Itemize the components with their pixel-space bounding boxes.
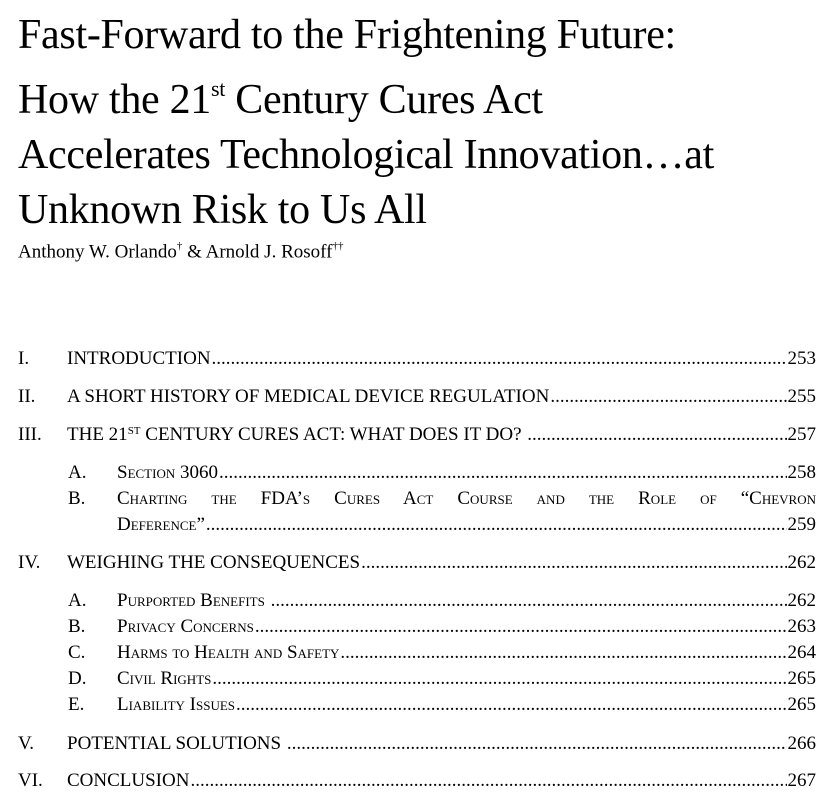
toc-page-number: 267 (787, 770, 817, 791)
toc-entry-section-3060[interactable]: A. Section 3060 258 (68, 461, 816, 485)
toc-label: Harms to Health and Safety (117, 642, 340, 663)
toc-number: A. (68, 462, 87, 483)
toc-label: Civil Rights (117, 668, 212, 689)
title-line-3: Accelerates Technological Innovation…at (18, 132, 714, 178)
toc-label: INTRODUCTION (67, 348, 211, 369)
toc-number: I. (18, 348, 30, 369)
toc-entry-benefits[interactable]: A. Purported Benefits 262 (68, 589, 816, 613)
toc-number: V. (18, 733, 35, 754)
toc-leader-dots (287, 732, 787, 756)
toc-label: Section 3060 (117, 462, 218, 483)
toc-leader-dots (236, 693, 786, 717)
authors: Anthony W. Orlando† & Arnold J. Rosoff†† (18, 240, 344, 263)
author-separator: & (182, 241, 206, 263)
title-line-1: Fast-Forward to the Frightening Future: (18, 12, 676, 58)
toc-number: B. (68, 488, 86, 509)
toc-entry-privacy[interactable]: B. Privacy Concerns 263 (68, 615, 816, 639)
author-2: Arnold J. Rosoff (205, 241, 333, 263)
toc-number: C. (68, 642, 86, 663)
toc-page-number: 259 (787, 514, 817, 535)
toc-page-number: 253 (787, 348, 817, 369)
toc-page-number: 262 (787, 552, 817, 573)
toc-page-number: 258 (787, 462, 817, 483)
toc-leader-dots (212, 667, 786, 691)
toc-page-number: 264 (787, 642, 817, 663)
toc-page-number: 257 (787, 424, 817, 445)
toc-label-line-2: Deference” (117, 514, 205, 535)
toc-leader-dots (271, 589, 787, 613)
toc-leader-dots (340, 641, 786, 665)
toc-label-start: THE 21 (67, 424, 128, 445)
toc-entry-introduction[interactable]: I. INTRODUCTION 253 (18, 347, 816, 371)
author-1: Anthony W. Orlando (18, 241, 177, 263)
title-line-2-start: How the 21 (18, 77, 211, 123)
author-2-footnote-mark[interactable]: †† (332, 240, 344, 252)
toc-page-number: 265 (787, 694, 817, 715)
toc-leader-dots (550, 385, 786, 409)
toc-page-number: 263 (787, 616, 817, 637)
toc-number: D. (68, 668, 87, 689)
toc-label: A SHORT HISTORY OF MEDICAL DEVICE REGULA… (67, 386, 550, 407)
title-line-2-end: Century Cures Act (225, 77, 543, 123)
toc-number: II. (18, 386, 36, 407)
toc-entry-solutions[interactable]: V. POTENTIAL SOLUTIONS 266 (18, 732, 816, 756)
article-title: Fast-Forward to the Frightening Future: … (18, 8, 818, 238)
toc-leader-dots (212, 347, 787, 371)
toc-number: B. (68, 616, 86, 637)
toc-label: POTENTIAL SOLUTIONS (67, 733, 286, 754)
toc-leader-dots (361, 551, 786, 575)
toc-label: WEIGHING THE CONSEQUENCES (67, 552, 361, 573)
toc-leader-dots (219, 461, 787, 485)
toc-page-number: 262 (787, 590, 817, 611)
toc-number: E. (68, 694, 85, 715)
toc-page-number: 255 (787, 386, 817, 407)
toc-number: III. (18, 424, 42, 445)
toc-entry-history[interactable]: II. A SHORT HISTORY OF MEDICAL DEVICE RE… (18, 385, 816, 409)
toc-number: A. (68, 590, 87, 611)
toc-label-superscript: ST (127, 425, 141, 437)
toc-entry-cures-act[interactable]: III. THE 21ST CENTURY CURES ACT: WHAT DO… (18, 423, 816, 449)
toc-number: IV. (18, 552, 41, 573)
toc-page-number: 266 (787, 733, 817, 754)
toc-page-number: 265 (787, 668, 817, 689)
author-1-footnote-mark[interactable]: † (176, 240, 183, 252)
toc-label: Liability Issues (117, 694, 236, 715)
toc-label: Privacy Concerns (117, 616, 254, 637)
toc-entry-liability[interactable]: E. Liability Issues 265 (68, 693, 816, 717)
title-line-4: Unknown Risk to Us All (18, 187, 427, 233)
toc-label: THE 21ST CENTURY CURES ACT: WHAT DOES IT… (67, 423, 526, 449)
toc-leader-dots (206, 513, 787, 537)
toc-entry-chevron-continued[interactable]: Deference” 259 (68, 513, 816, 537)
toc-label: CONCLUSION (67, 770, 190, 791)
title-line-2: How the 21st Century Cures Act (18, 63, 818, 128)
toc-entry-conclusion[interactable]: VI. CONCLUSION 267 (18, 769, 816, 793)
toc-entry-civil-rights[interactable]: D. Civil Rights 265 (68, 667, 816, 691)
toc-number: VI. (18, 770, 43, 791)
toc-label: Purported Benefits (117, 590, 270, 611)
toc-leader-dots (255, 615, 787, 639)
toc-label-end: CENTURY CURES ACT: WHAT DOES IT DO? (140, 424, 527, 445)
title-superscript-st: st (210, 76, 226, 101)
toc-leader-dots (190, 769, 786, 793)
toc-label-line-1[interactable]: Charting the FDA’s Cures Act Course and … (117, 488, 816, 509)
toc-entry-harms[interactable]: C. Harms to Health and Safety 264 (68, 641, 816, 665)
toc-leader-dots (527, 423, 786, 447)
toc-entry-consequences[interactable]: IV. WEIGHING THE CONSEQUENCES 262 (18, 551, 816, 575)
